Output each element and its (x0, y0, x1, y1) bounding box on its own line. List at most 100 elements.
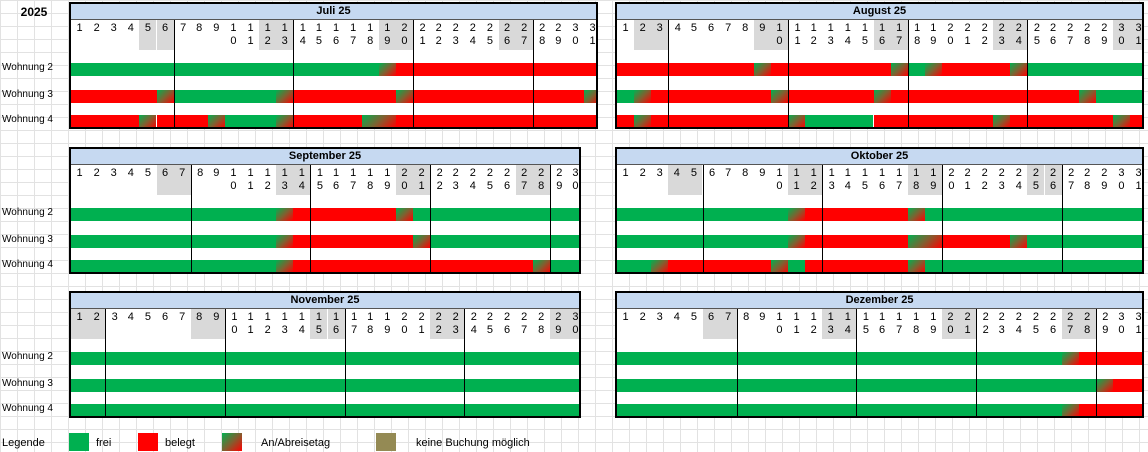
day-number: 6 (503, 35, 511, 47)
day-number: 0 (572, 35, 579, 47)
day-number: 8 (1084, 324, 1091, 336)
day-cell: 6 (702, 165, 721, 195)
day-number: 4 (673, 311, 680, 323)
month-title: Oktober 25 (617, 149, 1142, 165)
day-number: 3 (452, 324, 459, 336)
day-number: 3 (281, 324, 288, 336)
day-number: 3 (998, 35, 1005, 47)
day-cell: 2 (88, 309, 106, 339)
day-number: 1 (281, 167, 288, 179)
day-number: 2 (555, 311, 562, 323)
apartment-row (71, 352, 579, 365)
day-number: 5 (144, 311, 151, 323)
day-number: 1 (776, 22, 783, 34)
year-label: 2025 (20, 5, 48, 19)
day-number: 1 (418, 324, 425, 336)
day-number: 0 (572, 324, 579, 336)
booking-segment-frei (413, 208, 579, 221)
day-number: 1 (878, 311, 886, 323)
day-number: 5 (1032, 324, 1039, 336)
booking-segment-frei (617, 90, 635, 103)
day-number: 4 (673, 167, 680, 179)
booking-segment-anab (413, 235, 431, 248)
day-number (720, 324, 737, 337)
booking-segment-belegt (873, 115, 994, 127)
week-separator (702, 195, 704, 272)
day-number: 1 (878, 167, 886, 179)
day-number: 4 (298, 324, 305, 336)
day-cell: 8 (736, 309, 755, 339)
week-separator (736, 339, 738, 416)
day-number (651, 35, 668, 48)
day-number: 1 (861, 22, 868, 34)
day-number: 3 (827, 35, 834, 47)
day-cell: 2 (634, 165, 651, 195)
apartment-label: Wohnung 4 (2, 403, 53, 414)
day-number: 1 (964, 35, 971, 47)
day-number: 1 (315, 22, 322, 34)
booking-segment-anab (532, 260, 550, 272)
week-separator (532, 50, 534, 127)
booking-segment-anab (1010, 235, 1028, 248)
week-separator (549, 195, 551, 272)
day-number: 9 (1101, 35, 1108, 47)
day-number: 2 (998, 311, 1005, 323)
day-number: 8 (913, 180, 920, 192)
day-number: 1 (930, 167, 937, 179)
day-number: 1 (384, 311, 391, 323)
day-number: 2 (948, 167, 955, 179)
day-number: 0 (572, 180, 579, 192)
day-number: 1 (247, 180, 254, 192)
apartment-label: Wohnung 3 (2, 234, 53, 245)
day-number: 1 (315, 311, 322, 323)
week-separator (1095, 339, 1097, 416)
day-number (754, 35, 771, 48)
day-number: 2 (93, 311, 100, 323)
legend-swatch-frei (69, 433, 89, 451)
day-number: 9 (930, 180, 937, 192)
day-number (191, 324, 208, 337)
day-cell: 6 (157, 309, 174, 339)
day-number: 3 (452, 35, 459, 47)
day-number: 4 (299, 35, 306, 47)
day-number: 2 (401, 167, 408, 179)
day-number: 1 (844, 167, 851, 179)
day-number: 1 (810, 311, 817, 323)
legend-label-belegt: belegt (165, 437, 195, 449)
day-number: 9 (759, 22, 766, 34)
day-number: 2 (470, 311, 477, 323)
day-number: 6 (332, 324, 340, 336)
day-number: 3 (572, 311, 579, 323)
day-number: 3 (998, 180, 1005, 192)
day-number: 2 (419, 22, 426, 34)
booking-segment-belegt (617, 115, 635, 127)
booking-segment-anab (993, 115, 1011, 127)
day-number: 1 (281, 22, 288, 34)
day-cell: 1 (617, 165, 634, 195)
day-number: 1 (247, 324, 254, 336)
day-number (88, 324, 105, 337)
day-number (71, 35, 88, 48)
day-number (754, 180, 771, 193)
day-number: 1 (828, 167, 835, 179)
booking-segment-anab (890, 63, 908, 76)
